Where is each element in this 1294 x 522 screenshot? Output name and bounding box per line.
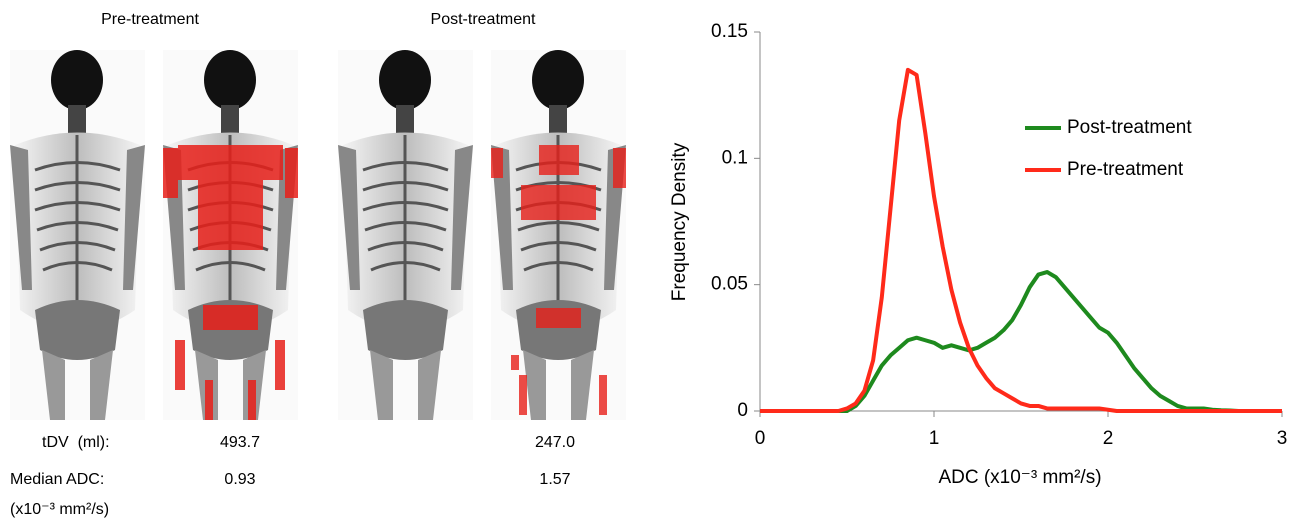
row-label: tDV (ml): xyxy=(42,434,110,451)
x-tick-label: 1 xyxy=(929,428,940,449)
panel-title: Pre-treatment xyxy=(101,11,199,28)
y-tick-label: 0.05 xyxy=(711,274,748,295)
unit-label: (x10⁻³ mm²/s) xyxy=(10,501,109,518)
scan-image xyxy=(336,48,475,422)
cell: 1.57 xyxy=(539,471,570,488)
y-axis-title: Frequency Density xyxy=(669,142,690,301)
legend-label: Post-treatment xyxy=(1067,117,1192,138)
row-label: Median ADC: xyxy=(10,471,104,488)
y-tick-label: 0 xyxy=(737,400,748,421)
y-tick-label: 0.15 xyxy=(711,21,748,42)
scan-image xyxy=(8,48,147,422)
x-tick-label: 3 xyxy=(1277,428,1288,449)
scan-images xyxy=(8,48,628,422)
legend-label: Pre-treatment xyxy=(1067,159,1184,180)
panel-title: Post-treatment xyxy=(431,11,536,28)
cell: 0.93 xyxy=(224,471,255,488)
x-tick-label: 2 xyxy=(1103,428,1114,449)
cell: 247.0 xyxy=(535,434,575,451)
cell: 493.7 xyxy=(220,434,260,451)
y-tick-label: 0.1 xyxy=(722,147,748,168)
data-line xyxy=(760,67,1282,413)
x-axis-title: ADC (x10⁻³ mm²/s) xyxy=(938,467,1101,488)
data-line xyxy=(760,270,1282,413)
x-tick-label: 0 xyxy=(755,428,766,449)
